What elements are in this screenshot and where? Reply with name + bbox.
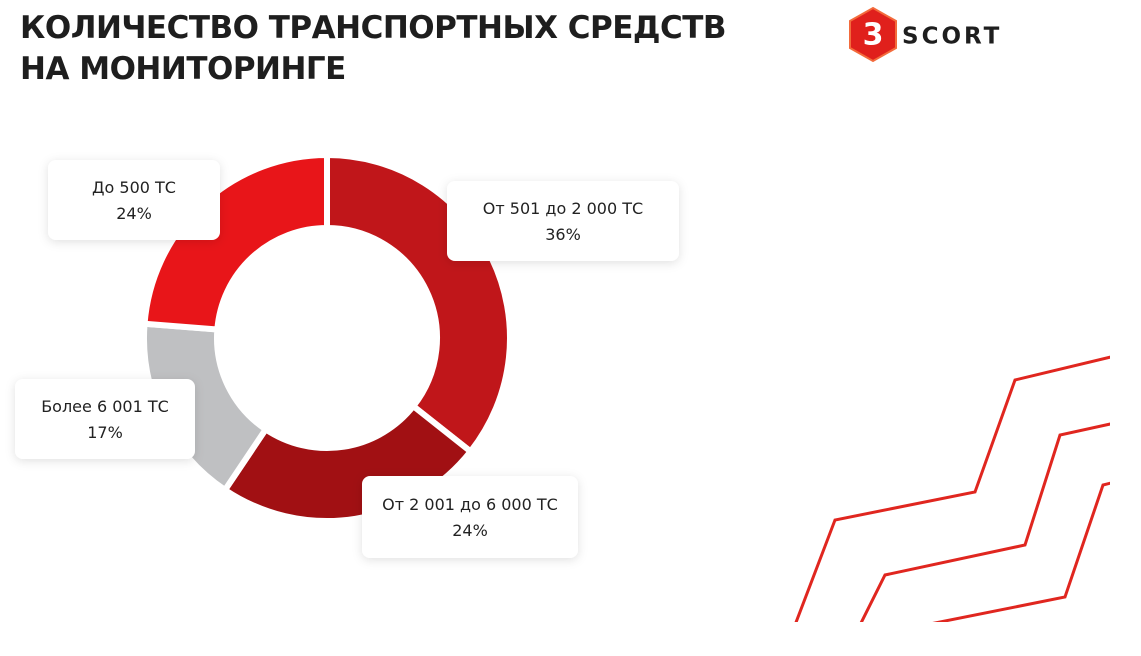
category-label: От 2 001 до 6 000 ТС [382,495,558,514]
logo-hexagon [849,6,897,63]
slide-title: КОЛИЧЕСТВО ТРАНСПОРТНЫХ СРЕДСТВ НА МОНИТ… [20,10,727,87]
category-label: Более 6 001 ТС [41,397,169,416]
logo-text: SCORT [902,24,1002,50]
label-box [15,379,195,459]
logo: 3 SCORT [849,6,1002,63]
decoration [794,355,1110,622]
value-label: 24% [452,521,488,540]
donut-slice [141,151,330,333]
zigzag-line [859,422,1110,622]
category-label: До 500 ТС [92,178,176,197]
zigzag-line [794,355,1110,622]
label-box [48,160,220,240]
label-box [362,476,578,558]
value-label: 17% [87,423,123,442]
value-label: 24% [116,204,152,223]
zigzag-line [932,481,1110,622]
logo-mark: 3 [863,18,884,53]
label-box [447,181,679,261]
value-label: 36% [545,225,581,244]
category-label: От 501 до 2 000 ТС [483,199,643,218]
labels: От 501 до 2 000 ТС 36% От 2 001 до 6 000 Т… [15,160,679,558]
